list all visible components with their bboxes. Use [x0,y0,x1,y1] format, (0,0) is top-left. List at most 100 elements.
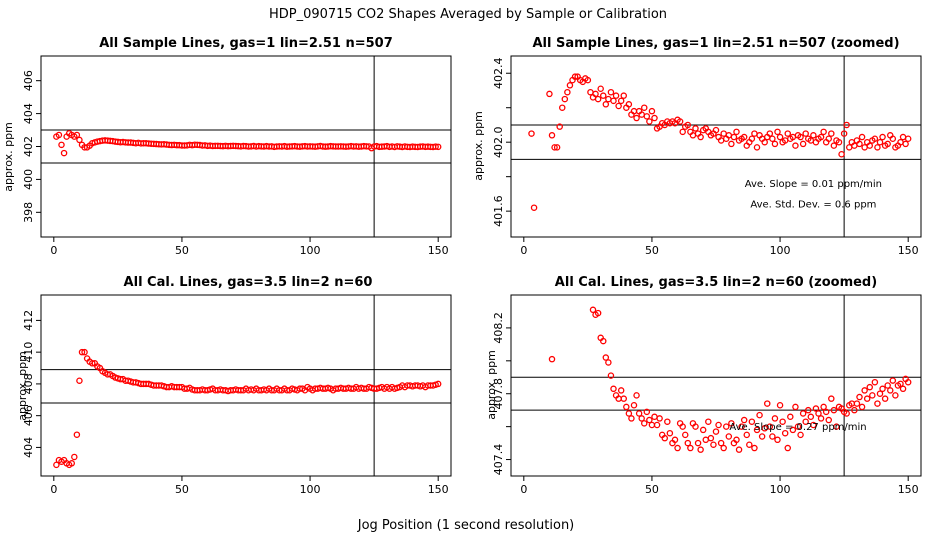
panel-cal-point [81,348,88,356]
panel-sample-zoomed-point [679,128,686,136]
panel-cal-zoomed-point [879,385,886,393]
panel-sample-zoomed-point [830,142,838,149]
panel-sample-ytick-label: 400 [22,169,35,190]
panel-cal-zoomed-point [656,415,663,422]
panel-sample-zoomed-point [871,135,879,142]
panel-cal-zoomed-point [858,403,866,411]
panel-cal-zoomed-point [751,444,758,452]
panel-sample-zoomed-point [858,133,866,141]
panel-sample-zoomed-point [810,132,817,139]
panel-sample-zoomed-point [884,140,891,148]
panel-cal-zoomed-title: All Cal. Lines, gas=3.5 lin=2 n=60 (zoom… [555,275,877,290]
panel-sample-zoomed-point [902,140,909,148]
panel-sample-xtick-label: 0 [50,244,57,257]
panel-sample-zoomed-point [784,130,792,137]
panel-sample-zoomed-point [643,113,651,120]
panel-cal-zoomed-point [712,428,720,435]
panel-sample-ytick-label: 402 [22,136,35,157]
panel-cal-zoomed-point [887,387,894,394]
panel-cal-zoomed-point [797,431,804,439]
panel-cal-ytick-label: 412 [22,310,35,331]
panel-sample-zoomed-point [792,142,799,149]
panel-cal-zoomed-point [594,309,602,317]
panel-cal-zoomed-frame [510,294,922,477]
panel-sample-zoomed-point [605,95,612,103]
panel-sample-point [58,141,65,149]
panel-cal-zoomed-xtick-label: 50 [645,483,659,496]
panel-cal-zoomed-point [635,410,643,417]
panel-sample-zoomed-point [561,95,569,103]
panel-cal-zoomed-point [863,395,871,402]
panel-cal-zoomed-xtick-label: 150 [898,483,919,496]
panel-sample-zoomed-point [697,133,704,141]
panel-sample-zoomed-point [553,144,561,151]
panel-sample-point [60,149,68,157]
panel-cal-zoomed-point [664,418,671,425]
panel-sample-zoomed-point [840,130,848,137]
panel-cal-zoomed-point [728,420,735,427]
panel-cal-zoomed-point [600,337,607,345]
panel-cal-zoomed-point [861,387,868,394]
panel-cal-zoomed-point [843,410,850,417]
panel-cal-zoomed-point [866,383,874,391]
panel-cal-zoomed-point [617,387,625,394]
panel-sample-zoomed-point [559,104,566,111]
panel-sample-zoomed-point [761,138,768,146]
panel-sample-zoomed-point [564,88,571,96]
panel-cal-zoomed-point [758,433,766,440]
panel-cal-zoomed-ylabel: approx. ppm [485,350,498,420]
panel-sample-xtick-label: 150 [428,244,449,257]
panel-sample-zoomed-point [607,88,615,96]
panel-cal-point [76,377,83,384]
panel-sample-zoomed-point [612,92,620,99]
panel-sample-zoomed-point [648,107,656,115]
panel-cal-zoomed-point [641,420,648,427]
panel-cal-zoomed-point [871,378,879,386]
panel-cal-title: All Cal. Lines, gas=3.5 lin=2 n=60 [124,275,373,290]
panel-cal-zoomed-point [705,418,712,425]
panel-sample-point [55,131,63,139]
panel-cal-zoomed-point [699,426,707,434]
panel-sample-zoomed-frame [510,55,922,238]
panel-sample-zoomed-point [684,121,692,129]
panel-cal-ytick-label: 410 [22,342,35,363]
panel-cal-zoomed-point [725,433,733,440]
panel-sample-zoomed-point [594,95,602,103]
panel-cal-zoomed-point [830,406,838,414]
panel-cal-point [89,360,96,367]
panel-cal-zoomed-point [605,359,612,366]
panel-sample-zoomed-point [566,82,574,89]
panel-cal-zoomed-point [820,403,827,411]
panel-sample-point [434,143,442,151]
panel-cal-xtick-label: 100 [300,483,321,496]
panel-sample-zoomed-point [556,123,563,130]
panel-cal-zoomed-plot: 0 50 100 150 407.4 407.8 408.2 Ave. Slope = 0.2… [492,294,922,496]
panel-cal-point [53,461,60,469]
panel-sample-zoomed-point [615,102,622,110]
panel-cal-ytick-label: 406 [22,405,35,426]
panel-cal-point [434,380,442,388]
panel-cal-zoomed-point [899,385,907,393]
panel-sample-point [432,143,439,150]
panel-sample-zoomed-point [740,133,748,141]
panel-cal-frame [40,294,452,477]
panel-cal-zoomed-point [740,416,748,424]
panel-cal-zoomed-point [638,415,645,422]
panel-sample-point [73,131,81,139]
panel-cal-zoomed-point [904,378,912,386]
panel-sample-zoomed-point [646,118,653,125]
panel-sample-xtick-label: 50 [175,244,189,257]
panel-sample-zoomed-point [766,130,774,137]
panel-cal-zoomed-point [697,446,704,453]
panel-sample-zoomed-point [712,126,720,134]
panel-sample-zoomed-ytick-label: 402.4 [492,57,505,89]
panel-cal-zoomed-point [679,423,686,430]
panel-cal-ylabel: approx. ppm [16,351,29,421]
panel-sample-point [76,136,83,144]
panel-sample-zoomed-point [889,135,897,142]
panel-cal-zoomed-point [620,395,628,402]
panel-sample-zoomed-point [876,138,884,146]
panel-sample-zoomed-point [820,128,827,136]
panel-cal-zoomed-point [717,439,725,447]
